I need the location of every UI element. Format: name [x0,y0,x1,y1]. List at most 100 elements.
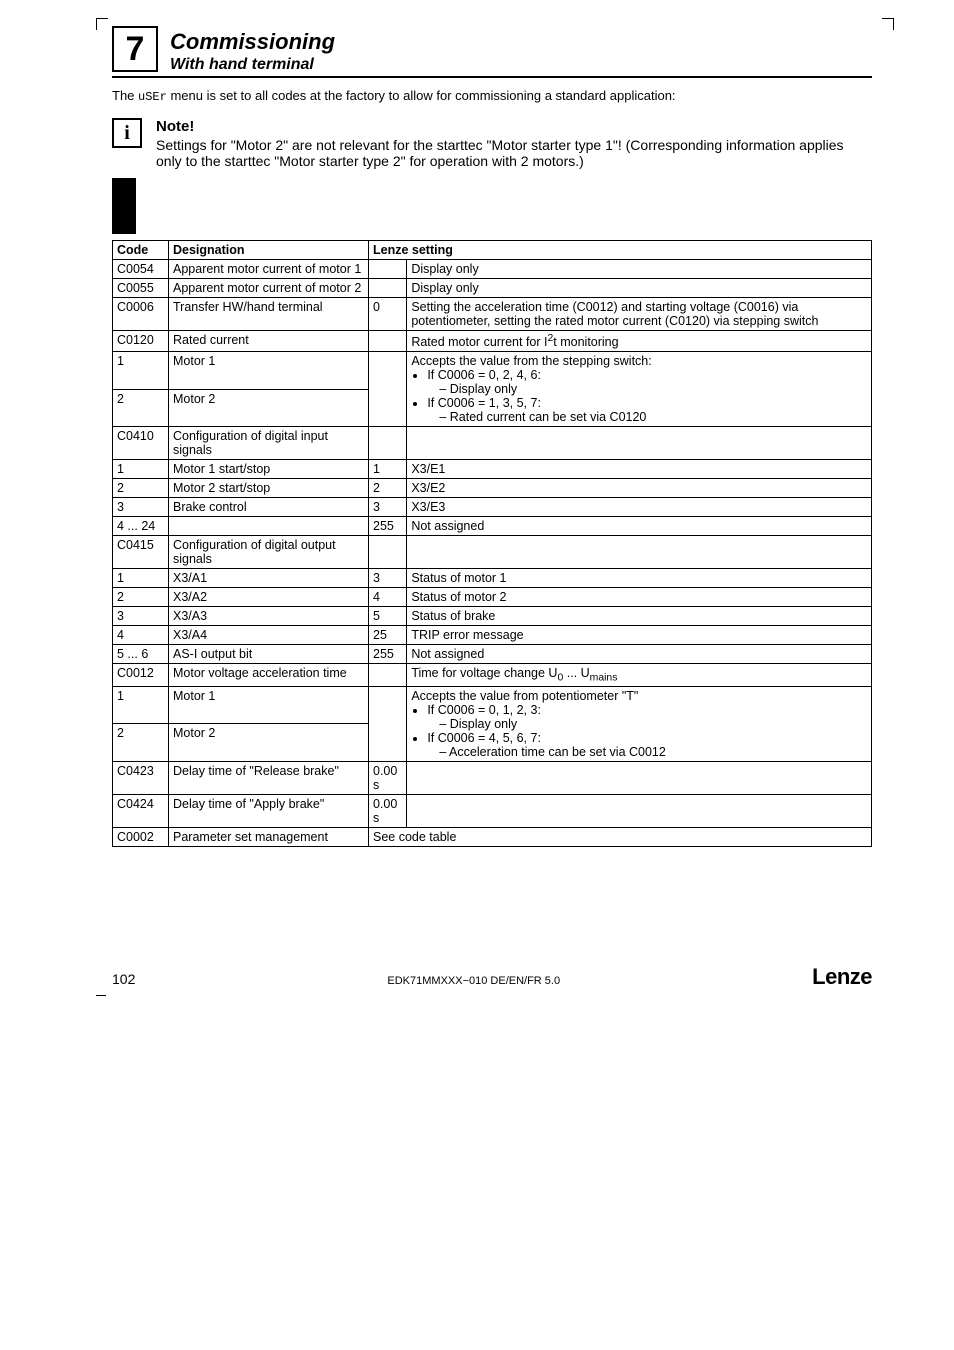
title-main: Commissioning [170,30,872,54]
desc-bullet: If C0006 = 0, 2, 4, 6: – Display only [427,368,867,396]
table-row: 1 Motor 1 Accepts the value from potenti… [113,686,872,724]
chapter-header: 7 Commissioning With hand terminal [112,30,872,78]
cell-desc: Not assigned [407,645,872,664]
cell-code: 2 [113,724,169,762]
cell-val [369,536,407,569]
desc-bullet: If C0006 = 1, 3, 5, 7: – Rated current c… [427,396,867,424]
cell-code: C0006 [113,298,169,331]
cell-desig: X3/A1 [169,569,369,588]
desc-bullet: If C0006 = 0, 1, 2, 3: – Display only [427,703,867,731]
cell-desig: X3/A4 [169,626,369,645]
cell-code: 2 [113,479,169,498]
cell-desig: Motor 1 start/stop [169,460,369,479]
title-block: Commissioning With hand terminal [170,30,872,74]
cell-code: 3 [113,498,169,517]
note-side-bar [112,178,136,234]
table-row: 2 Motor 2 start/stop 2 X3/E2 [113,479,872,498]
info-icon: i [112,118,142,148]
cell-code: 2 [113,389,169,427]
codes-table: Code Designation Lenze setting C0054 App… [112,240,872,847]
table-row: C0012 Motor voltage acceleration time Ti… [113,664,872,687]
cell-desc [407,761,872,794]
cell-code: 4 [113,626,169,645]
cell-desc: Accepts the value from potentiometer "T"… [407,686,872,761]
cell-desc [407,794,872,827]
cell-desc: TRIP error message [407,626,872,645]
note-body: Note! Settings for "Motor 2" are not rel… [156,118,872,169]
cell-val [369,352,407,427]
cell-val: 5 [369,607,407,626]
cell-desc: Status of brake [407,607,872,626]
page-footer: 102 EDK71MMXXX−010 DE/EN/FR 5.0 Lenze [112,964,872,990]
table-row: 1 Motor 1 start/stop 1 X3/E1 [113,460,872,479]
note-title: Note! [156,118,872,135]
table-row: 4 ... 24 255 Not assigned [113,517,872,536]
cell-desig: Motor 2 [169,389,369,427]
cell-code: C0002 [113,827,169,846]
cell-desc [407,536,872,569]
table-row: C0054 Apparent motor current of motor 1 … [113,260,872,279]
cell-desig [169,517,369,536]
cell-val: 255 [369,645,407,664]
cell-desc: Not assigned [407,517,872,536]
table-row: C0120 Rated current Rated motor current … [113,331,872,352]
cell-desig: X3/A2 [169,588,369,607]
cell-val [369,260,407,279]
header-code: Code [113,241,169,260]
cell-desig: Parameter set management [169,827,369,846]
cell-desc: X3/E1 [407,460,872,479]
desc-dash: – Display only [427,717,867,731]
header-lenze-setting: Lenze setting [369,241,872,260]
desc-line: Accepts the value from the stepping swit… [411,354,867,368]
cell-desig: Brake control [169,498,369,517]
cell-code: C0055 [113,279,169,298]
cell-code: 4 ... 24 [113,517,169,536]
cell-val: 1 [369,460,407,479]
desc-line: Accepts the value from potentiometer "T" [411,689,867,703]
table-header-row: Code Designation Lenze setting [113,241,872,260]
intro-paragraph: The uSEr menu is set to all codes at the… [112,88,872,104]
cell-code: C0410 [113,427,169,460]
cell-code: 1 [113,352,169,390]
cell-desc: Setting the acceleration time (C0012) an… [407,298,872,331]
cell-desc: X3/E2 [407,479,872,498]
cell-val [369,686,407,761]
cell-desc: See code table [369,827,872,846]
table-row: C0410 Configuration of digital input sig… [113,427,872,460]
table-row: 1 X3/A1 3 Status of motor 1 [113,569,872,588]
table-row: C0423 Delay time of "Release brake" 0.00… [113,761,872,794]
cell-val: 0.00 s [369,794,407,827]
cell-desc: Status of motor 2 [407,588,872,607]
table-row: 2 X3/A2 4 Status of motor 2 [113,588,872,607]
page-number: 102 [112,971,135,987]
table-row: 1 Motor 1 Accepts the value from the ste… [113,352,872,390]
cell-desc: Display only [407,260,872,279]
cell-desc: Display only [407,279,872,298]
desc-dash: – Rated current can be set via C0120 [427,410,867,424]
cell-code: 1 [113,569,169,588]
cell-val: 3 [369,569,407,588]
title-sub: With hand terminal [170,56,872,74]
table-row: C0424 Delay time of "Apply brake" 0.00 s [113,794,872,827]
cell-val [369,279,407,298]
cell-desig: Apparent motor current of motor 1 [169,260,369,279]
cell-code: C0054 [113,260,169,279]
doc-id: EDK71MMXXX−010 DE/EN/FR 5.0 [387,975,560,987]
cell-desig: Delay time of "Apply brake" [169,794,369,827]
cell-code: 5 ... 6 [113,645,169,664]
cell-desc: Status of motor 1 [407,569,872,588]
note-block: i Note! Settings for "Motor 2" are not r… [112,118,872,234]
table-row: C0415 Configuration of digital output si… [113,536,872,569]
cell-val: 25 [369,626,407,645]
intro-prefix: The [112,88,138,103]
desc-dash: – Acceleration time can be set via C0012 [427,745,867,759]
cell-desig: Transfer HW/hand terminal [169,298,369,331]
cell-desig: X3/A3 [169,607,369,626]
table-row: 3 Brake control 3 X3/E3 [113,498,872,517]
cell-desig: Delay time of "Release brake" [169,761,369,794]
intro-suffix: menu is set to all codes at the factory … [167,88,676,103]
cell-code: 3 [113,607,169,626]
cell-code: C0423 [113,761,169,794]
table-row: 4 X3/A4 25 TRIP error message [113,626,872,645]
table-row: C0055 Apparent motor current of motor 2 … [113,279,872,298]
